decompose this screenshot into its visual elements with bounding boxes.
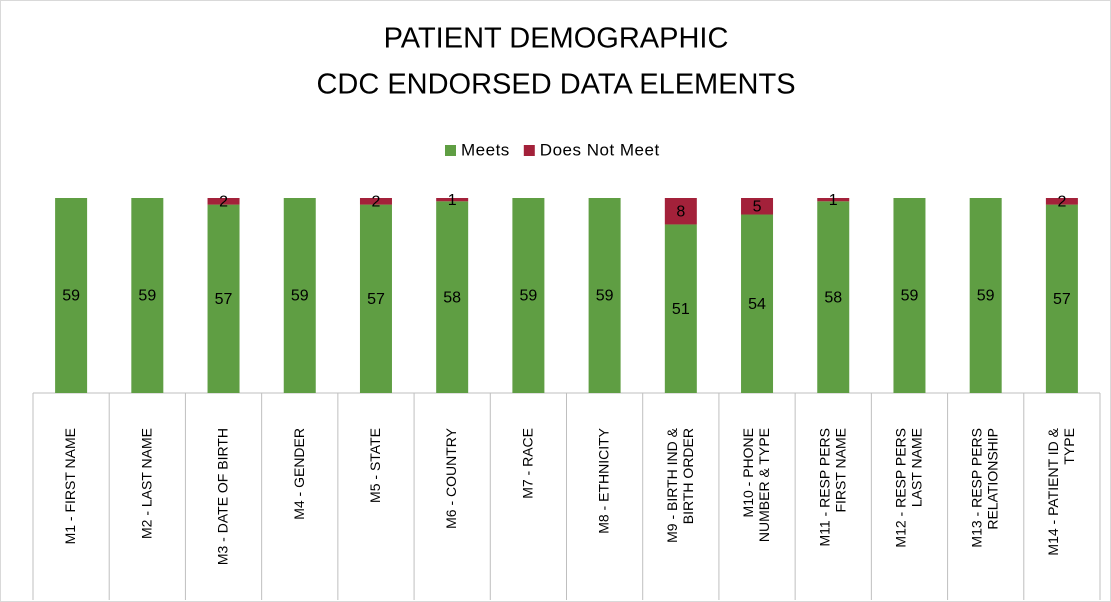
bar-segment <box>817 198 850 202</box>
bar-segment <box>588 198 621 393</box>
x-tick-label: M13 - RESP PERSRELATIONSHIP <box>968 428 1000 548</box>
x-tick-label: M4 - GENDER <box>290 428 306 520</box>
data-label: 59 <box>596 288 614 305</box>
bar-segment <box>283 198 316 393</box>
x-tick-label: M5 - STATE <box>367 428 383 503</box>
legend-swatch <box>523 145 535 156</box>
x-tick-label: M12 - RESP PERSLAST NAME <box>892 428 924 548</box>
data-label: 2 <box>1057 194 1066 211</box>
bar-segment <box>741 214 774 393</box>
data-label: 59 <box>62 288 80 305</box>
data-label: 57 <box>215 291 233 308</box>
data-label: 59 <box>138 288 156 305</box>
legend-label: Meets <box>461 140 510 159</box>
data-label: 2 <box>372 194 381 211</box>
chart-title: PATIENT DEMOGRAPHIC <box>384 23 729 55</box>
data-label: 2 <box>219 194 228 211</box>
bar-segment <box>512 198 545 393</box>
data-label: 5 <box>753 198 762 215</box>
bar-segment <box>1045 204 1078 393</box>
bar-segment <box>1045 198 1078 205</box>
x-tick-label: M10 - PHONENUMBER & TYPE <box>740 428 772 542</box>
chart-subtitle: CDC ENDORSED DATA ELEMENTS <box>316 69 795 101</box>
legend-label: Does Not Meet <box>540 140 660 159</box>
data-label: 59 <box>901 288 919 305</box>
bar-segment <box>207 198 240 205</box>
bar-segment <box>741 198 774 215</box>
x-tick-label: M6 - COUNTRY <box>443 427 459 529</box>
x-tick-label: M3 - DATE OF BIRTH <box>214 428 230 565</box>
data-label: 8 <box>676 203 685 220</box>
bar-segment <box>969 198 1002 393</box>
data-label: 57 <box>367 291 385 308</box>
legend-swatch <box>445 145 456 156</box>
bar-segment <box>893 198 926 393</box>
bar-segment <box>436 198 469 202</box>
x-tick-label: M9 - BIRTH IND &BIRTH ORDER <box>664 427 696 543</box>
x-tick-label: M8 - ETHNICITY <box>595 427 611 533</box>
x-tick-label: M14 - PATIENT ID &TYPE <box>1045 427 1077 555</box>
bar-segment <box>55 198 88 393</box>
data-label: 54 <box>748 296 766 313</box>
bar-segment <box>664 198 697 225</box>
data-label: 59 <box>977 288 995 305</box>
x-tick-label: M11 - RESP PERSFIRST NAME <box>816 428 848 547</box>
data-label: 1 <box>829 192 838 209</box>
data-label: 1 <box>448 192 457 209</box>
x-tick-label: M7 - RACE <box>519 428 535 499</box>
x-tick-label: M2 - LAST NAME <box>138 428 154 539</box>
data-label: 58 <box>443 289 461 306</box>
x-tick-label: M1 - FIRST NAME <box>62 428 78 544</box>
data-label: 59 <box>291 288 309 305</box>
bar-segment <box>817 201 850 393</box>
data-label: 58 <box>824 289 842 306</box>
bar-segment <box>359 204 392 393</box>
bar-segment <box>664 224 697 393</box>
bar-segment <box>436 201 469 393</box>
data-label: 57 <box>1053 291 1071 308</box>
bar-segment <box>207 204 240 393</box>
bar-segment <box>131 198 164 393</box>
bar-segment <box>359 198 392 205</box>
data-label: 59 <box>519 288 537 305</box>
data-label: 51 <box>672 301 690 318</box>
